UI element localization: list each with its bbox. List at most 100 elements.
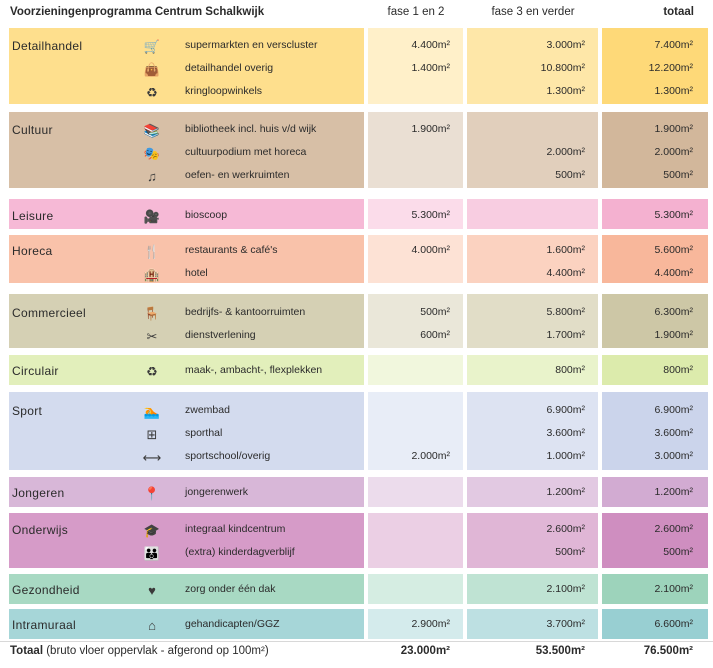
category-name: Commercieel <box>12 306 86 320</box>
shopping-bag-icon: 👜 <box>143 61 161 77</box>
item-label: bedrijfs- & kantoorruimten <box>185 306 306 318</box>
fase12-column-cell <box>368 609 463 639</box>
music-note-icon: ♫ <box>147 168 157 184</box>
value-fase12: 600m² <box>420 329 450 341</box>
fase12-column-cell <box>368 112 463 188</box>
value-totaal: 500m² <box>663 169 693 181</box>
list-item: 🎭 cultuurpodium met horeca 2.000m² 2.000m² <box>0 143 713 163</box>
category-row-horeca: Horeca 🍴 restaurants & café's 4.000m² 1.600m… <box>0 235 713 283</box>
item-label: dienstverlening <box>185 329 256 341</box>
list-item: 👪 (extra) kinderdagverblijf 500m² 500m² <box>0 543 713 563</box>
value-totaal: 1.900m² <box>654 329 693 341</box>
category-row-detailhandel: Detailhandel 🛒 supermarkten en verscluster… <box>0 28 713 104</box>
category-band <box>9 513 364 568</box>
value-totaal: 12.200m² <box>648 62 693 74</box>
value-totaal: 2.100m² <box>654 583 693 595</box>
totaal-column-cell <box>602 112 708 188</box>
category-row-onderwijs: Onderwijs 🎓 integraal kindcentrum 2.600m² 2.… <box>0 513 713 568</box>
list-item: ⊞ sporthal 3.600m² 3.600m² <box>0 424 713 444</box>
item-label: gehandicapten/GGZ <box>185 618 280 630</box>
category-row-intramuraal: Intramuraal ⌂ gehandicapten/GGZ 2.900m² 3.70… <box>0 609 713 639</box>
value-fase12: 500m² <box>420 306 450 318</box>
list-item: 📍 jongerenwerk 1.200m² 1.200m² <box>0 483 713 503</box>
category-band <box>9 199 364 229</box>
graduation-cap-icon: 🎓 <box>143 522 161 538</box>
fase3-column-cell <box>467 477 598 507</box>
fase3-column-cell <box>467 199 598 229</box>
list-item: ✂ dienstverlening 600m² 1.700m² 1.900m² <box>0 326 713 346</box>
footer-divider <box>0 641 713 642</box>
value-fase3: 5.800m² <box>546 306 585 318</box>
care-home-icon: ⌂ <box>148 617 156 633</box>
category-row-leisure: Leisure 🎥 bioscoop 5.300m² 5.300m² <box>0 199 713 229</box>
fase3-column-cell <box>467 112 598 188</box>
value-fase3: 2.100m² <box>546 583 585 595</box>
value-fase12: 4.000m² <box>411 244 450 256</box>
fase3-column-cell <box>467 609 598 639</box>
category-band <box>9 235 364 283</box>
office-desk-icon: 🪑 <box>143 305 161 321</box>
value-fase12: 4.400m² <box>411 39 450 51</box>
list-item: 🍴 restaurants & café's 4.000m² 1.600m² 5.600… <box>0 241 713 261</box>
category-name: Gezondheid <box>12 583 80 597</box>
item-label: sportschool/overig <box>185 450 271 462</box>
column-header-fase3: fase 3 en verder <box>491 6 575 18</box>
category-band <box>9 477 364 507</box>
footer-total-row: Totaal (bruto vloer oppervlak - afgerond… <box>10 645 710 663</box>
value-totaal: 4.400m² <box>654 267 693 279</box>
category-name: Horeca <box>12 244 53 258</box>
totaal-column-cell <box>602 513 708 568</box>
category-row-jongeren: Jongeren 📍 jongerenwerk 1.200m² 1.200m² <box>0 477 713 507</box>
fase12-column-cell <box>368 477 463 507</box>
totaal-column-cell <box>602 609 708 639</box>
value-fase3: 3.700m² <box>546 618 585 630</box>
value-totaal: 6.600m² <box>654 618 693 630</box>
category-row-circulair: Circulair ♻ maak-, ambacht-, flexplekken 80… <box>0 355 713 385</box>
shopping-cart-icon: 🛒 <box>143 38 161 54</box>
value-totaal: 2.000m² <box>654 146 693 158</box>
value-fase3: 1.200m² <box>546 486 585 498</box>
value-fase3: 1.700m² <box>546 329 585 341</box>
location-person-icon: 📍 <box>143 485 161 501</box>
list-item: ⟷ sportschool/overig 2.000m² 1.000m² 3.000m² <box>0 447 713 467</box>
fase3-column-cell <box>467 513 598 568</box>
item-label: supermarkten en verscluster <box>185 39 318 51</box>
value-totaal: 800m² <box>663 364 693 376</box>
swimming-icon: 🏊 <box>143 403 161 419</box>
fase3-column-cell <box>467 574 598 604</box>
column-header-fase12: fase 1 en 2 <box>387 6 445 18</box>
value-totaal: 500m² <box>663 546 693 558</box>
value-fase3: 2.600m² <box>546 523 585 535</box>
footer-subtitle: (bruto vloer oppervlak - afgerond op 100… <box>46 645 269 657</box>
category-row-commercieel: Commercieel 🪑 bedrijfs- & kantoorruimten 50… <box>0 294 713 348</box>
value-totaal: 1.300m² <box>654 85 693 97</box>
fase3-column-cell <box>467 355 598 385</box>
list-item: ⌂ gehandicapten/GGZ 2.900m² 3.700m² 6.600m² <box>0 615 713 635</box>
value-fase3: 2.000m² <box>546 146 585 158</box>
totaal-column-cell <box>602 392 708 470</box>
category-band <box>9 112 364 188</box>
fase3-column-cell <box>467 294 598 348</box>
footer-total-fase12: 23.000m² <box>400 645 450 657</box>
footer-title: Totaal <box>10 645 44 657</box>
category-row-sport: Sport 🏊 zwembad 6.900m² 6.900m² ⊞ sporthal 3.60… <box>0 392 713 470</box>
category-name: Leisure <box>12 209 54 223</box>
value-fase3: 3.000m² <box>546 39 585 51</box>
fase12-column-cell <box>368 199 463 229</box>
totaal-column-cell <box>602 28 708 104</box>
list-item: ♻ kringloopwinkels 1.300m² 1.300m² <box>0 82 713 102</box>
heart-icon: ♥ <box>148 582 156 598</box>
list-item: ♥ zorg onder één dak 2.100m² 2.100m² <box>0 580 713 600</box>
item-label: zwembad <box>185 404 230 416</box>
theater-masks-icon: 🎭 <box>143 145 161 161</box>
value-fase12: 2.900m² <box>411 618 450 630</box>
value-totaal: 7.400m² <box>654 39 693 51</box>
category-name: Onderwijs <box>12 523 69 537</box>
totaal-column-cell <box>602 199 708 229</box>
recycle-icon: ♻ <box>146 84 158 100</box>
value-fase3: 500m² <box>555 169 585 181</box>
cutlery-icon: 🍴 <box>143 243 161 259</box>
value-totaal: 3.600m² <box>654 427 693 439</box>
value-totaal: 5.300m² <box>654 209 693 221</box>
item-label: integraal kindcentrum <box>185 523 286 535</box>
